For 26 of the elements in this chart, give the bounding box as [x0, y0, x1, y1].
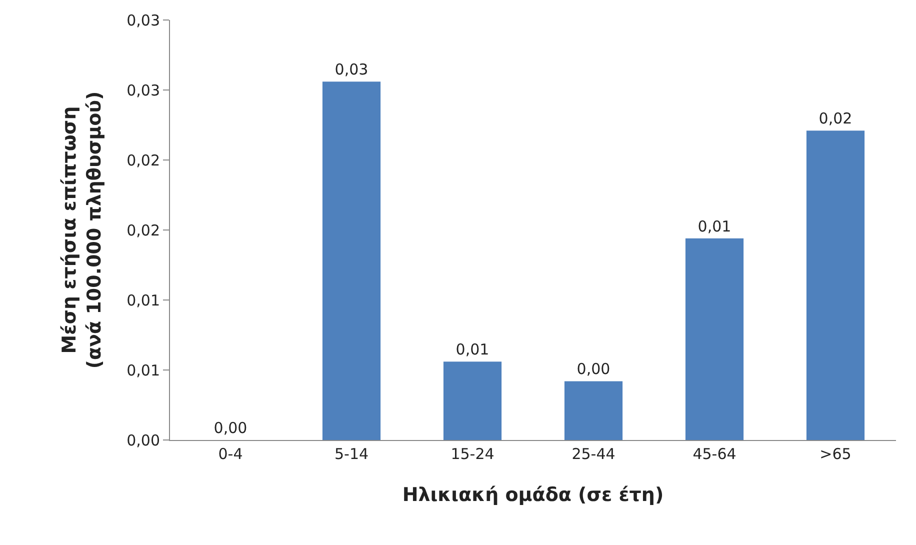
x-axis-title: Ηλικιακή ομάδα (σε έτη) — [402, 484, 664, 506]
x-tick-label: >65 — [820, 445, 852, 463]
bar — [322, 82, 381, 440]
data-label: 0,00 — [214, 419, 248, 437]
bar — [685, 238, 744, 440]
data-label: 0,01 — [698, 217, 732, 236]
bar — [443, 362, 502, 440]
y-tick-label: 0,01 — [126, 361, 160, 380]
bar — [564, 381, 623, 440]
bar — [806, 130, 865, 440]
data-label: 0,00 — [576, 360, 610, 378]
x-tick-label: 0-4 — [218, 445, 243, 463]
data-label: 0,01 — [456, 340, 490, 359]
y-axis-title: Μέση ετήσια επίπτωση (ανά 100.000 πληθυσμού) — [58, 91, 106, 369]
data-label: 0,03 — [334, 60, 368, 79]
y-tick-label: 0,02 — [126, 151, 160, 170]
x-tick-label: 45-64 — [692, 445, 736, 463]
y-tick-label: 0,03 — [126, 11, 160, 30]
y-tick-label: 0,00 — [126, 431, 160, 450]
y-tick-label: 0,01 — [126, 291, 160, 310]
x-tick-label: 25-44 — [572, 445, 616, 463]
y-tick-label: 0,03 — [126, 81, 160, 100]
y-tick-label: 0,02 — [126, 221, 160, 240]
x-tick-label: 5-14 — [334, 445, 369, 463]
data-label: 0,02 — [818, 110, 852, 128]
x-tick-label: 15-24 — [450, 445, 494, 463]
